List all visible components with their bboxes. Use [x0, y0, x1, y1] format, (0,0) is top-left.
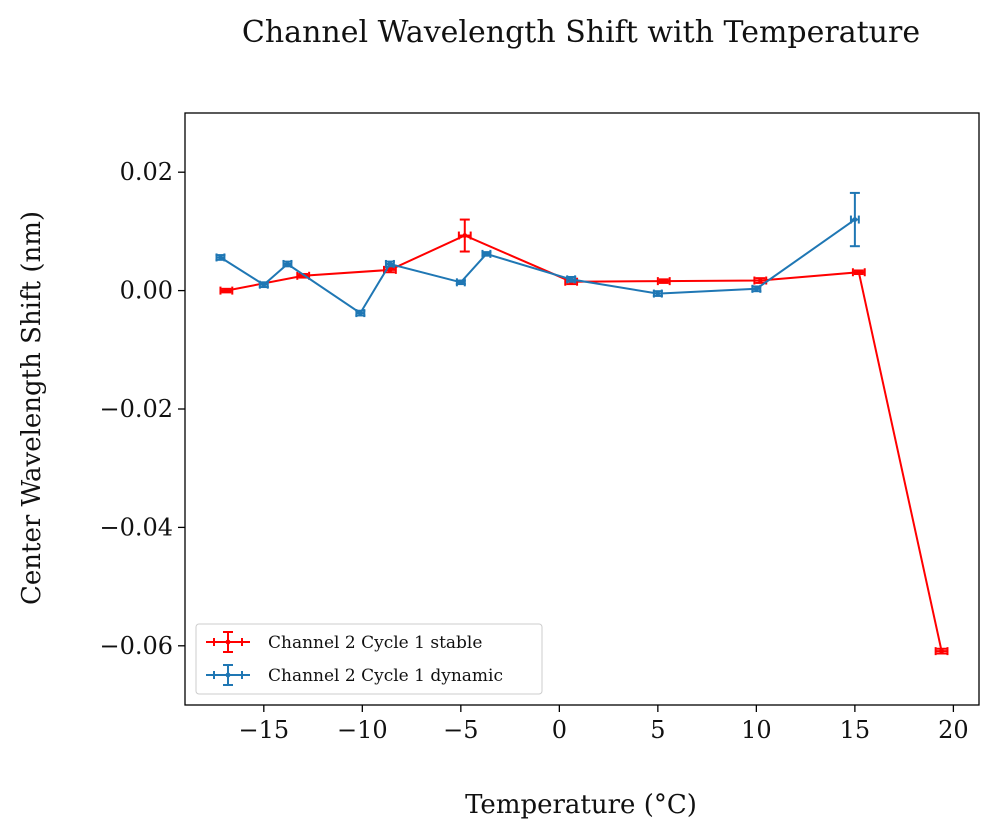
data-point — [384, 259, 395, 268]
data-point — [656, 277, 671, 286]
y-tick-label: 0.00 — [120, 277, 173, 305]
point-marker — [285, 261, 290, 267]
legend-entry-1: Channel 2 Cycle 1 stable — [206, 631, 482, 653]
y-tick-label: −0.06 — [99, 632, 173, 660]
plot-frame — [184, 112, 980, 706]
data-point — [753, 276, 768, 285]
x-tick-label: 5 — [650, 716, 665, 744]
data-point — [849, 191, 860, 248]
y-tick-label: −0.02 — [99, 395, 173, 423]
data-point — [457, 218, 472, 253]
point-marker — [223, 288, 229, 293]
point-marker — [568, 276, 574, 282]
legend-box — [195, 623, 543, 695]
point-marker — [484, 251, 489, 257]
y-axis-label: Center Wavelength Shift (nm) — [17, 211, 47, 605]
x-tick-label: −5 — [443, 716, 478, 744]
data-point — [851, 268, 866, 277]
data-point — [566, 275, 577, 284]
point-marker — [462, 233, 468, 238]
x-tick-label: 0 — [552, 716, 567, 744]
x-tick-label: 10 — [741, 716, 772, 744]
data-point — [455, 278, 466, 287]
data-point — [481, 249, 492, 258]
point-marker — [387, 261, 393, 267]
x-tick-label: 20 — [938, 716, 969, 744]
point-marker — [757, 278, 763, 283]
series-1 — [219, 218, 949, 656]
x-tick-label: −15 — [238, 716, 289, 744]
legend-label: Channel 2 Cycle 1 dynamic — [268, 666, 503, 686]
x-tick-label: −10 — [337, 716, 388, 744]
y-axis-ticks: −0.06 −0.04 −0.02 0.00 0.02 — [99, 158, 185, 660]
data-point — [652, 289, 663, 298]
point-marker — [753, 286, 759, 292]
series-2 — [215, 191, 860, 318]
data-point — [751, 284, 762, 293]
chart-title: Channel Wavelength Shift with Temperatur… — [242, 15, 920, 50]
point-marker — [261, 282, 267, 288]
legend-entry-2: Channel 2 Cycle 1 dynamic — [206, 664, 503, 686]
point-marker — [939, 648, 944, 654]
y-tick-label: 0.02 — [120, 158, 173, 186]
plot-series — [215, 191, 949, 656]
data-point — [934, 647, 949, 656]
point-marker — [661, 278, 667, 284]
legend: Channel 2 Cycle 1 stable Channel 2 Cycle … — [195, 623, 543, 695]
y-tick-label: −0.04 — [99, 513, 173, 541]
point-marker — [387, 267, 393, 273]
x-axis-label: Temperature (°C) — [465, 790, 697, 820]
legend-marker — [225, 639, 231, 645]
data-point — [215, 253, 226, 262]
data-point — [258, 280, 269, 289]
x-axis-ticks: −15 −10 −5 0 5 10 15 20 — [238, 705, 969, 744]
point-marker — [655, 291, 661, 296]
legend-label: Channel 2 Cycle 1 stable — [268, 633, 482, 653]
point-marker — [218, 255, 223, 260]
data-point — [219, 286, 234, 295]
legend-marker — [225, 672, 231, 678]
series-line — [226, 234, 943, 652]
point-marker — [357, 310, 363, 316]
data-point — [282, 259, 293, 268]
point-marker — [852, 217, 858, 222]
x-tick-label: 15 — [840, 716, 871, 744]
point-marker — [458, 279, 464, 285]
data-point — [355, 309, 366, 318]
point-marker — [856, 269, 862, 275]
